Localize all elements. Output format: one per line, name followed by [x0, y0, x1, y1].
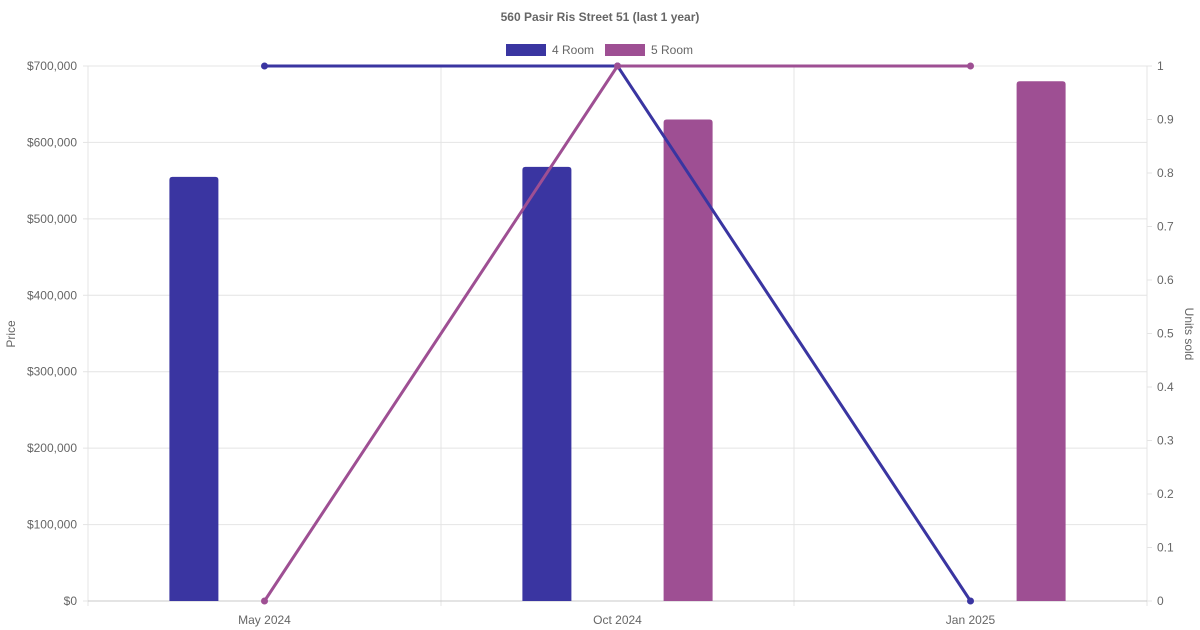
- y2-tick-label: 0.4: [1157, 380, 1174, 394]
- y2-tick-label: 0.3: [1157, 434, 1174, 448]
- series-point: [967, 62, 974, 70]
- y2-tick-label: 0.1: [1157, 541, 1174, 555]
- y-tick-label: $0: [64, 594, 78, 608]
- y-tick-label: $700,000: [27, 59, 77, 73]
- legend-swatch-4-room: [506, 44, 546, 56]
- y2-axis-title: Units sold: [1182, 308, 1196, 361]
- bar: [1016, 81, 1066, 602]
- y-tick-label: $500,000: [27, 212, 77, 226]
- x-tick-label: Oct 2024: [593, 613, 642, 627]
- bar: [169, 176, 219, 602]
- y2-tick-label: 0.9: [1157, 113, 1174, 127]
- legend-label-5-room: 5 Room: [651, 43, 693, 57]
- y-tick-label: $600,000: [27, 135, 77, 149]
- y-axis-left: $0 $100,000 $200,000 $300,000 $400,000 $500,0…: [27, 59, 77, 608]
- y2-tick-label: 0: [1157, 594, 1164, 608]
- series-point: [967, 597, 974, 605]
- series-point: [614, 62, 621, 70]
- legend-swatch-5-room: [605, 44, 645, 56]
- series-point: [261, 62, 268, 70]
- series-line: [263, 64, 971, 602]
- bar: [522, 166, 572, 601]
- y2-tick-label: 0.2: [1157, 487, 1174, 501]
- y-axis-title: Price: [4, 320, 18, 348]
- series-point: [261, 597, 268, 605]
- bar-series: [169, 81, 1066, 602]
- chart-title: 560 Pasir Ris Street 51 (last 1 year): [501, 10, 700, 24]
- x-axis: May 2024 Oct 2024 Jan 2025: [238, 613, 995, 627]
- legend-item-5-room[interactable]: 5 Room: [605, 43, 693, 57]
- y-tick-label: $400,000: [27, 288, 77, 302]
- y2-tick-label: 0.7: [1157, 220, 1174, 234]
- series-line: [264, 64, 972, 602]
- legend: 4 Room 5 Room: [506, 43, 693, 57]
- y-tick-label: $200,000: [27, 441, 77, 455]
- y2-tick-label: 0.6: [1157, 273, 1174, 287]
- gridlines: [83, 65, 1152, 606]
- y2-tick-label: 0.5: [1157, 327, 1174, 341]
- y2-tick-label: 0.8: [1157, 166, 1174, 180]
- y2-tick-label: 1: [1157, 59, 1164, 73]
- line-series: [261, 62, 974, 605]
- legend-label-4-room: 4 Room: [552, 43, 594, 57]
- x-tick-label: Jan 2025: [946, 613, 996, 627]
- bar: [663, 119, 713, 601]
- legend-item-4-room[interactable]: 4 Room: [506, 43, 594, 57]
- y-tick-label: $100,000: [27, 518, 77, 532]
- y-tick-label: $300,000: [27, 365, 77, 379]
- x-tick-label: May 2024: [238, 613, 291, 627]
- y-axis-right: 0 0.1 0.2 0.3 0.4 0.5 0.6 0.7 0.8 0.9 1: [1157, 59, 1174, 608]
